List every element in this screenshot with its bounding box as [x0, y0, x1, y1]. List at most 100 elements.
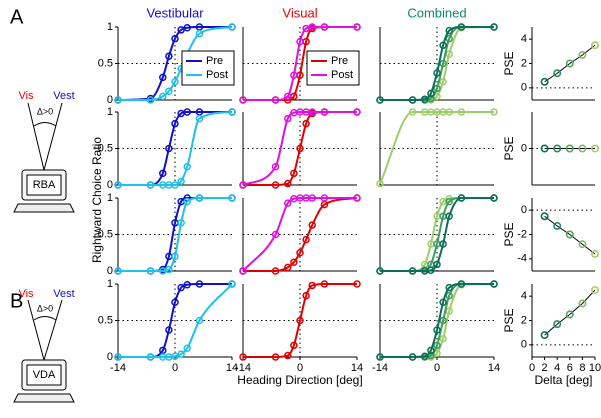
column-title: Visual — [282, 5, 317, 20]
data-point — [171, 119, 179, 128]
data-point — [427, 266, 435, 275]
icon-label: Δ>0 — [37, 303, 53, 313]
data-point — [177, 219, 185, 227]
data-point — [302, 119, 310, 128]
data-point — [540, 331, 549, 340]
data-point — [421, 95, 429, 104]
data-point — [376, 353, 384, 361]
y-tick-label: 0 — [107, 265, 113, 277]
data-point — [376, 96, 384, 104]
data-point — [171, 181, 179, 189]
y-tick-label: 4 — [521, 33, 527, 45]
data-point — [353, 108, 361, 116]
y-tick-label: 2 — [521, 314, 527, 326]
data-point — [290, 169, 298, 178]
data-point — [271, 181, 280, 189]
data-point — [228, 280, 236, 288]
data-point — [439, 78, 447, 86]
column-title: Combined — [407, 5, 466, 20]
y-tick-label: 1 — [107, 192, 113, 204]
x-tick-label: 0 — [297, 362, 303, 374]
data-point — [433, 341, 441, 350]
y-axis-label: PSE — [502, 136, 516, 160]
data-point — [239, 181, 247, 189]
data-point — [590, 286, 599, 295]
data-point — [553, 144, 562, 153]
column-title: Vestibular — [146, 5, 204, 20]
icon-label: Vest — [53, 288, 74, 300]
legend-box — [181, 50, 235, 86]
data-point — [183, 344, 191, 352]
data-point — [183, 280, 191, 289]
data-point — [165, 265, 173, 274]
x-tick-label: 8 — [579, 362, 585, 374]
y-tick-label: 0.5 — [98, 228, 113, 240]
icon-label: Vis — [18, 288, 34, 300]
data-point — [195, 29, 204, 38]
panel-label: B — [10, 290, 23, 312]
data-point — [421, 352, 429, 361]
data-point — [171, 78, 179, 86]
data-point — [553, 320, 562, 329]
y-tick-label: 1 — [107, 278, 113, 290]
data-point — [177, 177, 185, 186]
data-point — [195, 114, 204, 123]
trend-line — [544, 289, 596, 336]
y-tick-label: 0 — [521, 82, 527, 94]
data-point — [177, 26, 185, 34]
data-point — [271, 96, 280, 104]
data-point — [296, 316, 304, 325]
data-point — [146, 96, 155, 104]
data-point — [159, 92, 167, 101]
data-point — [114, 267, 122, 275]
data-point — [284, 263, 292, 272]
data-point — [146, 181, 155, 189]
data-point — [239, 267, 247, 275]
data-point — [445, 197, 453, 206]
data-point — [540, 77, 549, 86]
data-point — [239, 353, 247, 361]
data-point — [239, 96, 247, 104]
fit-curve — [242, 111, 357, 187]
data-point — [146, 353, 155, 361]
x-tick-label: 0 — [172, 362, 178, 374]
data-point — [308, 221, 316, 229]
y-tick-label: 0 — [107, 351, 113, 363]
data-point — [302, 291, 310, 300]
y-tick-label: 0.5 — [98, 57, 113, 69]
y-tick-label: -4 — [517, 253, 527, 265]
y-tick-label: 0 — [521, 339, 527, 351]
data-point — [565, 230, 574, 239]
data-point — [195, 316, 204, 325]
data-point — [540, 212, 549, 221]
data-point — [427, 346, 435, 355]
trend-line — [544, 215, 596, 255]
x-tick-label: 6 — [567, 362, 573, 374]
x-tick-label: -14 — [235, 362, 251, 374]
data-point — [578, 299, 587, 308]
data-point — [165, 87, 173, 95]
data-point — [376, 267, 384, 275]
data-point — [165, 52, 173, 60]
data-point — [183, 108, 191, 116]
data-point — [302, 235, 310, 244]
data-point — [433, 326, 441, 334]
y-tick-label: 0 — [107, 179, 113, 191]
data-point — [427, 89, 435, 98]
y-tick-label: 0.5 — [98, 314, 113, 326]
y-tick-label: 2 — [521, 57, 527, 69]
icon-label: Δ>0 — [37, 106, 53, 116]
data-point — [271, 267, 280, 275]
data-point — [290, 71, 298, 79]
icon-label: VDA — [33, 369, 56, 381]
data-point — [284, 114, 292, 123]
data-point — [490, 280, 498, 288]
data-point — [271, 353, 280, 361]
data-point — [457, 23, 466, 31]
fit-curve — [379, 111, 494, 184]
x-tick-label: -14 — [110, 362, 126, 374]
data-point — [553, 221, 562, 230]
data-point — [228, 194, 236, 202]
data-point — [578, 240, 587, 249]
y-tick-label: 0.5 — [98, 142, 113, 154]
